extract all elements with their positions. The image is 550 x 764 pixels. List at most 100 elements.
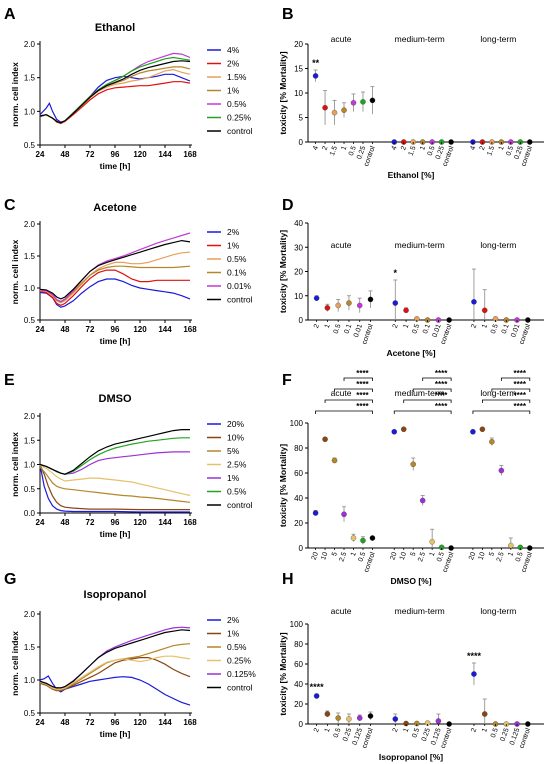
x-tick-label: 2	[322, 145, 330, 151]
y-tick-label: 2.0	[24, 220, 36, 229]
y-tick-label: 60	[294, 660, 303, 669]
group-label-acute: acute	[331, 606, 352, 616]
y-tick-label: 1.0	[24, 107, 36, 116]
x-tick-label: 0.5	[411, 323, 421, 335]
data-point-acute-2-5	[341, 511, 347, 517]
data-point-long-term-20	[470, 428, 476, 435]
y-axis-title: norm. cell index	[10, 432, 20, 497]
x-tick-label: 10	[320, 551, 329, 561]
y-tick-label: 2.0	[24, 610, 36, 619]
x-axis-title: DMSO [%]	[390, 576, 431, 586]
panel-letter-h: H	[282, 571, 294, 588]
data-point-medium-term-0-5	[414, 720, 420, 727]
x-tick-label: 1	[324, 323, 332, 329]
y-tick-label: 15	[294, 65, 303, 74]
panel-d-acetone-toxicity-chart: 0 10 20 30 40 toxicity [% Mortality] acute medi…	[278, 219, 544, 358]
x-tick-label: 1	[429, 551, 437, 557]
x-tick-label: 0.25	[499, 727, 510, 742]
y-tick-label: 0.5	[24, 709, 36, 718]
x-tick-label: 2	[313, 323, 321, 329]
x-tick-label: 96	[111, 718, 120, 727]
chart-title: Isopropanol	[84, 589, 147, 601]
group-label-medium-term: medium-term	[395, 240, 445, 250]
x-tick-label: 2	[470, 323, 478, 329]
legend-label-20: 20%	[227, 419, 244, 429]
x-tick-label: 1.5	[329, 145, 339, 157]
data-point-medium-term-1	[403, 307, 409, 314]
data-point-acute-control	[367, 713, 374, 719]
x-tick-label: 2.5	[496, 551, 506, 563]
x-axis-title: time [h]	[100, 336, 131, 346]
x-axis-title: time [h]	[100, 161, 131, 171]
x-tick-label: 0.5	[333, 727, 343, 739]
data-point-acute-0-25	[346, 716, 352, 722]
x-tick-label: 96	[111, 150, 120, 159]
data-point-acute-1-5	[331, 109, 338, 116]
y-tick-label: 20	[294, 268, 303, 277]
y-axis-title: toxicity [% Mortality]	[278, 230, 288, 313]
panel-letter-e: E	[4, 372, 15, 389]
legend-label-1: 1%	[227, 241, 240, 251]
y-tick-label: 1.0	[24, 676, 36, 685]
x-tick-label: 48	[61, 325, 70, 334]
series-line-2	[39, 675, 191, 706]
significance-bracket	[393, 410, 452, 414]
series-line-0-5	[39, 437, 190, 475]
x-tick-label: 120	[133, 718, 147, 727]
y-tick-label: 2.0	[24, 40, 36, 49]
significance-bracket	[472, 410, 531, 414]
data-point-long-term-5	[489, 438, 495, 445]
x-tick-label: 144	[158, 150, 172, 159]
y-tick-label: 40	[294, 680, 303, 689]
legend-label-0-25: 0.25%	[227, 113, 252, 123]
x-tick-label: 0.25	[356, 145, 367, 160]
data-point-acute-0-01	[356, 302, 363, 309]
y-tick-label: 40	[294, 494, 303, 503]
panel-g-isopropanol-growth-chart: Isopropanol 0.5 1.0 1.5 2.0 24 48 72 96 120 144 168…	[10, 589, 256, 739]
x-tick-label: 0.25	[342, 727, 353, 742]
significance-stars: ****	[356, 380, 369, 389]
x-tick-label: 20	[311, 551, 320, 561]
x-tick-label: 0.5	[357, 551, 367, 563]
significance-bracket	[500, 377, 531, 381]
x-tick-label: 72	[86, 718, 95, 727]
group-label-long-term: long-term	[480, 606, 516, 616]
panel-c-acetone-growth-chart: Acetone 0.5 1.0 1.5 2.0 24 48 72 96 120 144 168 time…	[10, 202, 253, 346]
x-axis-title: Acetone [%]	[386, 348, 435, 358]
x-tick-label: 168	[183, 518, 197, 527]
x-tick-label: 0.1	[343, 323, 353, 335]
significance-bracket	[315, 410, 373, 414]
series-line-control	[39, 239, 191, 300]
y-tick-label: 0	[299, 720, 304, 729]
y-axis-title: toxicity [% Mortality]	[278, 51, 288, 134]
x-tick-label: 4	[391, 145, 399, 151]
significance-bracket	[491, 388, 531, 392]
legend-label-0-01: 0.01%	[227, 281, 252, 291]
x-tick-label: 24	[36, 325, 45, 334]
significance-bracket	[403, 399, 452, 403]
significance-stars: *	[394, 268, 398, 278]
x-tick-label: 5	[488, 551, 496, 557]
data-point-long-term-1	[481, 307, 488, 314]
data-point-long-term-10	[479, 426, 486, 432]
significance-stars: ****	[514, 369, 527, 378]
x-tick-label: 0.5	[505, 145, 515, 157]
y-tick-label: 10	[294, 292, 303, 301]
data-point-medium-term-5	[410, 461, 416, 467]
x-axis-title: Ethanol [%]	[388, 170, 435, 180]
group-label-acute: acute	[331, 34, 352, 44]
data-point-acute-control	[369, 97, 376, 104]
x-tick-label: 1	[507, 551, 515, 557]
panel-letter-d: D	[282, 197, 294, 214]
data-point-medium-term-1	[403, 720, 409, 727]
data-point-acute-0-5	[350, 100, 357, 106]
legend-label-1: 1%	[227, 473, 240, 483]
data-point-medium-term-2	[392, 300, 399, 306]
x-tick-label: 1	[481, 323, 489, 329]
x-tick-label: 20	[389, 551, 398, 561]
data-point-acute-control	[369, 535, 376, 541]
x-tick-label: 2.5	[417, 551, 427, 563]
x-tick-label: 120	[133, 325, 147, 334]
x-tick-label: 2	[470, 727, 478, 733]
